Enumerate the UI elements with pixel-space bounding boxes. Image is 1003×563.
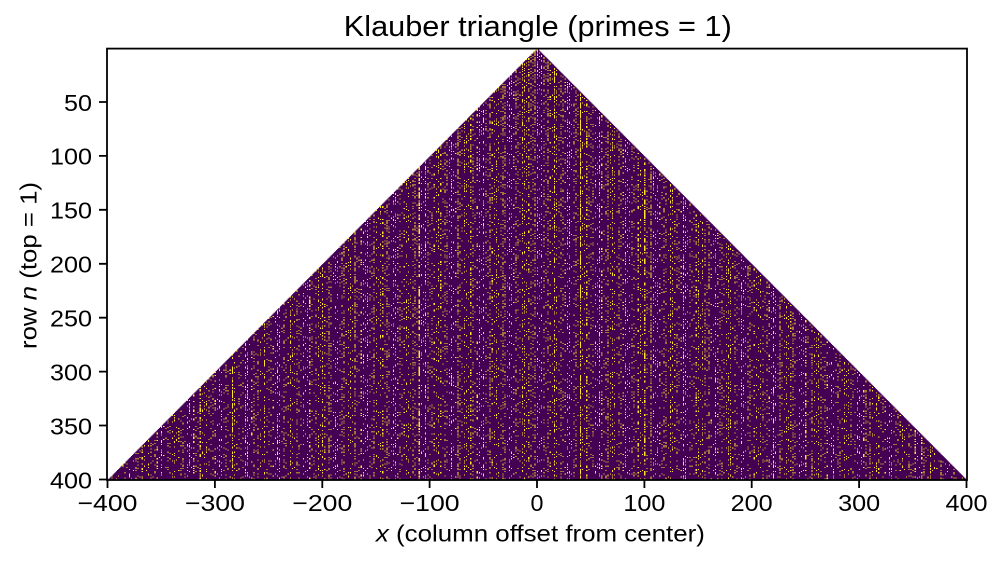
svg-text:150: 150 [50, 198, 92, 224]
svg-text:−100: −100 [400, 490, 460, 516]
svg-text:200: 200 [731, 490, 773, 516]
svg-text:250: 250 [50, 306, 92, 332]
svg-text:x (column offset from center): x (column offset from center) [375, 521, 705, 547]
svg-text:350: 350 [50, 413, 92, 439]
svg-text:100: 100 [623, 490, 665, 516]
svg-text:−200: −200 [292, 490, 352, 516]
svg-text:−300: −300 [185, 490, 245, 516]
svg-text:200: 200 [50, 252, 92, 278]
svg-text:Klauber triangle (primes = 1): Klauber triangle (primes = 1) [344, 11, 732, 43]
svg-text:0: 0 [531, 490, 544, 516]
svg-text:−400: −400 [78, 490, 138, 516]
svg-text:400: 400 [946, 490, 988, 516]
svg-text:50: 50 [64, 90, 92, 116]
svg-text:row n (top = 1): row n (top = 1) [16, 182, 42, 349]
svg-text:400: 400 [50, 467, 92, 493]
svg-text:100: 100 [50, 144, 92, 170]
svg-text:300: 300 [50, 359, 92, 385]
svg-text:300: 300 [838, 490, 880, 516]
